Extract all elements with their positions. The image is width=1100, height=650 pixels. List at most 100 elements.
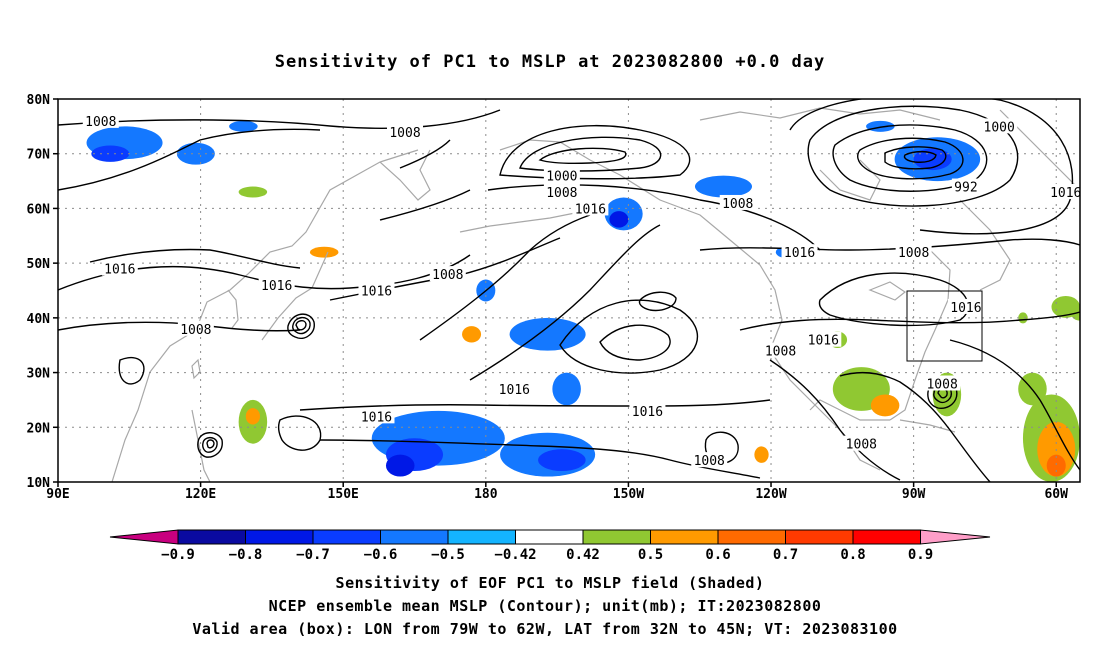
x-tick-label: 180: [474, 487, 498, 502]
contour-label: 1016: [632, 405, 663, 420]
y-tick-label: 80N: [27, 93, 51, 108]
contour-label: 1016: [808, 334, 839, 349]
contour-line: [118, 356, 145, 385]
contour-label-background: [762, 342, 799, 358]
contour-line: [89, 248, 301, 269]
shaded-region: [176, 142, 215, 165]
contour-line: [818, 272, 969, 327]
contour-line: [469, 224, 661, 381]
coast-korea: [227, 289, 239, 329]
contour-label-background: [358, 282, 395, 298]
contour-line: [739, 311, 1080, 331]
contour-label-background: [496, 380, 533, 396]
coast-us-east: [889, 249, 951, 421]
colorbar-tick-label: 0.5: [638, 547, 663, 563]
sensitivity-shading: [86, 120, 1080, 482]
contour-line: [903, 150, 937, 163]
colorbar-swatch: [177, 529, 246, 545]
contour-label-background: [387, 123, 424, 139]
x-axis-ticks: 90E 120E 150E 180 150W 120W 90W 60W: [46, 482, 1068, 502]
colorbar-tick-label: −0.9: [161, 547, 195, 563]
shaded-region: [538, 449, 586, 472]
colorbar-arrow-low: [109, 529, 179, 545]
colorbar-tick-label: 0.8: [840, 547, 865, 563]
colorbar-tick-label: −0.7: [296, 547, 330, 563]
x-tick-label: 90W: [902, 487, 926, 502]
coast-east-asia: [111, 149, 419, 482]
coast-kamchatka: [379, 149, 431, 201]
shaded-region: [1046, 454, 1066, 477]
contour-label-background: [781, 244, 818, 260]
contour-line: [197, 432, 223, 458]
contour-label-background: [101, 260, 138, 276]
caption-line-1: Sensitivity of EOF PC1 to MSLP field (Sh…: [336, 574, 765, 592]
contour-label-background: [629, 402, 666, 418]
x-tick-label: 120W: [755, 487, 786, 502]
contour-label: 1008: [694, 454, 725, 469]
contour-label: 1008: [180, 323, 211, 338]
plot-frame: [57, 98, 1081, 483]
colorbar: −0.9 −0.8 −0.7 −0.6 −0.5 −0.42 0.42 0.5 0.6 0.7 0.…: [109, 529, 991, 563]
shaded-region: [509, 317, 586, 351]
contour-label: 1016: [104, 263, 135, 278]
y-tick-label: 10N: [27, 476, 51, 491]
colorbar-tick-label: 0.9: [908, 547, 933, 563]
coast-philippines: [191, 409, 211, 482]
contour-line: [638, 291, 677, 312]
contour-label: 1008: [85, 115, 116, 130]
contour-line: [299, 399, 771, 411]
colorbar-tick-label: 0.42: [566, 547, 600, 563]
shaded-region: [552, 372, 581, 406]
shaded-region: [870, 394, 900, 417]
contour-line: [538, 147, 627, 165]
shaded-region: [309, 246, 339, 258]
chart-title: Sensitivity of PC1 to MSLP at 2023082800…: [275, 52, 826, 72]
coast-japan: [261, 251, 329, 341]
colorbar-tick-label: 0.6: [705, 547, 730, 563]
contour-label-background: [177, 320, 214, 336]
caption-line-2: NCEP ensemble mean MSLP (Contour); unit(…: [269, 597, 822, 615]
contour-label: 1008: [389, 126, 420, 141]
y-tick-label: 70N: [27, 148, 51, 163]
y-tick-label: 60N: [27, 202, 51, 217]
contour-label: 1000: [546, 170, 577, 185]
contour-label-background: [543, 184, 580, 200]
contour-line: [58, 109, 501, 129]
contour-label: 1016: [784, 246, 815, 261]
contour-label: 1008: [926, 378, 957, 393]
colorbar-swatch: [447, 529, 516, 545]
shaded-region: [754, 446, 769, 463]
shaded-region: [229, 120, 258, 132]
colorbar-swatch: [785, 529, 854, 545]
y-tick-label: 50N: [27, 257, 51, 272]
contour-label-background: [258, 277, 295, 293]
contour-label-background: [543, 167, 580, 183]
colorbar-tick-label: −0.42: [494, 547, 536, 563]
coast-cuba: [899, 419, 956, 433]
contour-label-background: [429, 266, 466, 282]
contour-label-background: [981, 118, 1018, 134]
y-tick-label: 20N: [27, 421, 51, 436]
contour-line: [419, 214, 591, 341]
colorbar-tick-label: −0.8: [229, 547, 263, 563]
contour-line: [769, 359, 901, 481]
contour-label-background: [82, 112, 119, 128]
coast-aleutians: [459, 211, 581, 233]
contour-label-background: [691, 452, 728, 468]
contour-label: 1008: [846, 438, 877, 453]
shaded-region: [462, 326, 482, 343]
shaded-region: [385, 454, 415, 477]
shaded-region: [1018, 312, 1028, 324]
coast-gulf-mexico: [809, 399, 890, 421]
contour-line: [379, 139, 471, 221]
contour-line: [202, 436, 218, 453]
coastlines: [111, 107, 1080, 482]
colorbar-tick-label: −0.6: [364, 547, 398, 563]
contour-line: [287, 313, 315, 340]
y-tick-label: 30N: [27, 367, 51, 382]
contour-label-background: [947, 298, 984, 314]
contour-label: 1008: [898, 246, 929, 261]
contour-line: [857, 137, 964, 180]
